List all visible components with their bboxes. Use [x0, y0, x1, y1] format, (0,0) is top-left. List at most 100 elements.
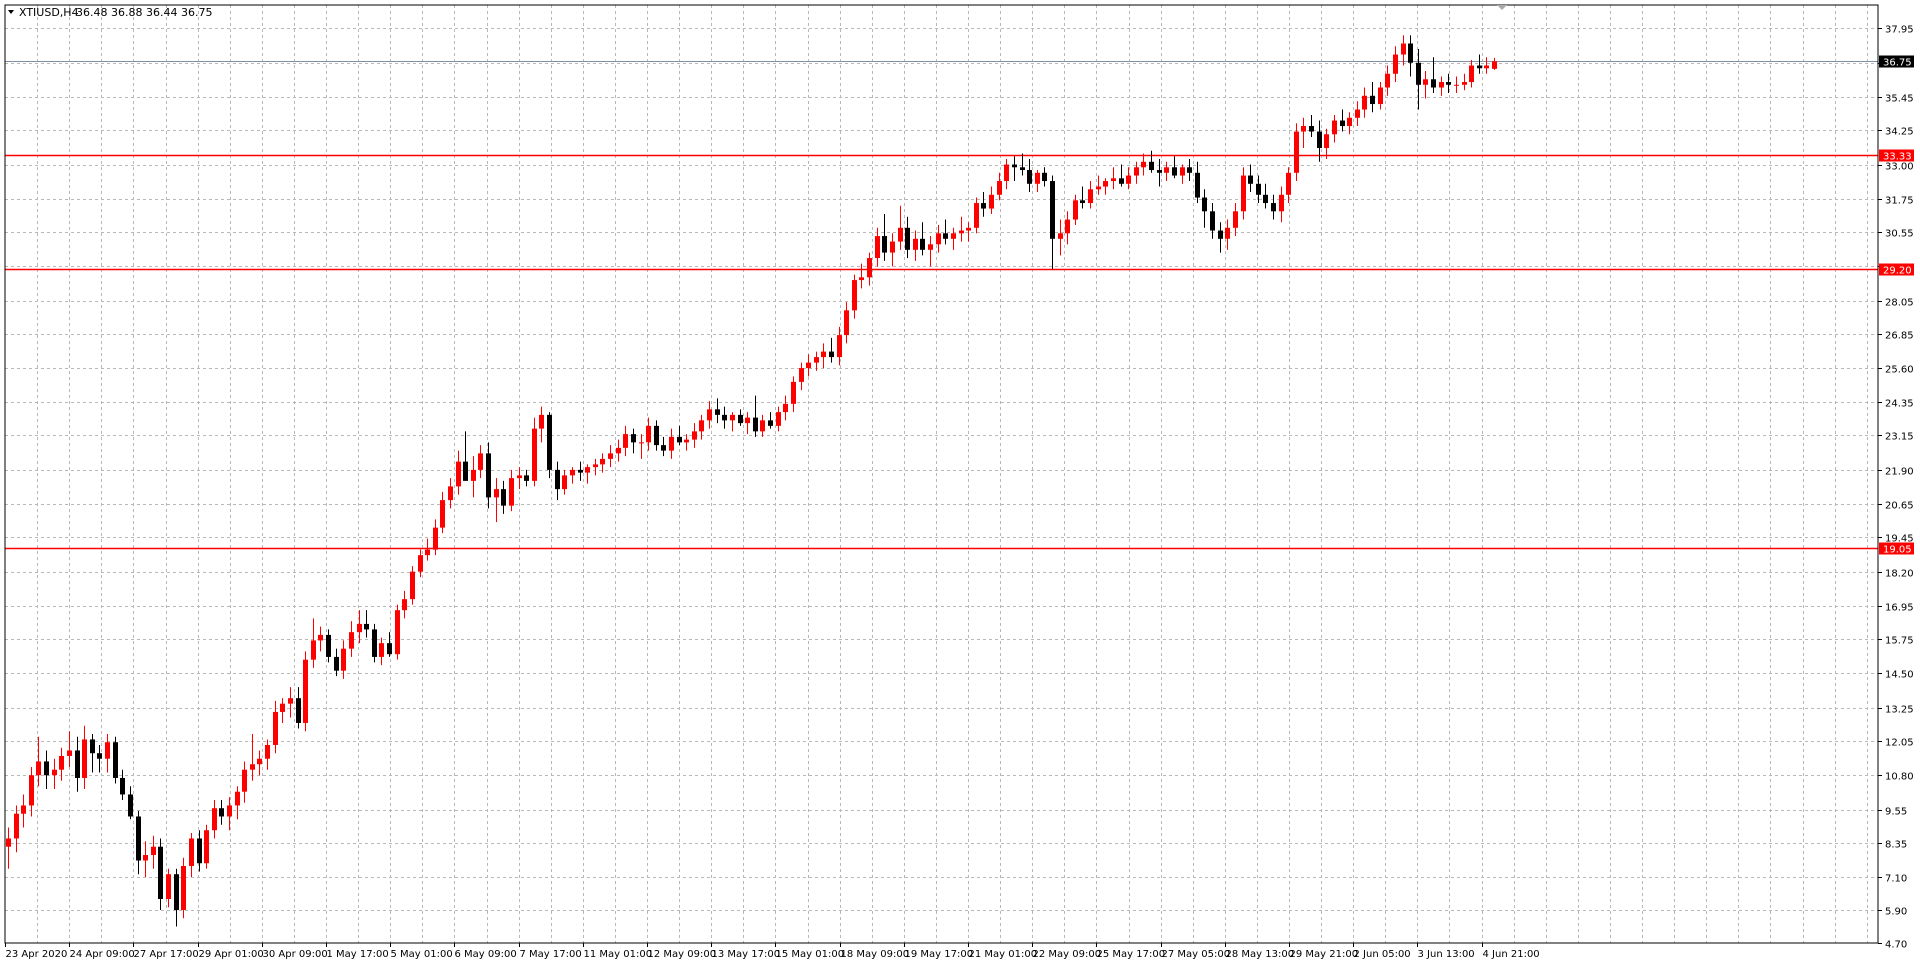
candle-body	[1195, 172, 1200, 198]
candle-body	[257, 758, 262, 765]
candle	[760, 414, 765, 437]
candle-body	[82, 739, 87, 778]
candle-body	[364, 623, 369, 630]
candle-body	[509, 478, 514, 506]
candle	[1408, 35, 1413, 77]
y-tick-label: 25.60	[1885, 365, 1914, 376]
x-tick-label: 2 Jun 05:00	[1354, 949, 1411, 960]
candle-body	[311, 640, 316, 660]
y-tick-label: 18.20	[1885, 569, 1914, 580]
candle	[1355, 101, 1360, 127]
candle-body	[273, 711, 278, 745]
candle-body	[113, 742, 118, 778]
candle-body	[1294, 131, 1299, 173]
level-price-tag	[1879, 542, 1914, 555]
candle	[59, 747, 64, 781]
candle-body	[197, 838, 202, 864]
y-tick-label: 31.75	[1885, 196, 1914, 207]
candle-body	[1378, 87, 1383, 105]
candle-body	[745, 417, 750, 424]
candle-body	[250, 764, 255, 770]
candle	[913, 230, 918, 261]
candle	[867, 252, 872, 286]
candle	[265, 739, 270, 770]
candle	[981, 192, 986, 217]
candle	[1301, 117, 1306, 149]
candle	[1378, 82, 1383, 110]
candle	[1454, 76, 1459, 94]
candle-body	[844, 310, 849, 336]
candle-body	[97, 753, 102, 759]
candle-body	[1050, 181, 1055, 239]
horizontal-levels[interactable]	[5, 61, 1878, 550]
candle-body	[372, 629, 377, 657]
candle	[1126, 167, 1131, 190]
candle-body	[280, 703, 285, 712]
candle	[1484, 57, 1489, 74]
candle-body	[6, 838, 11, 847]
candle	[1187, 159, 1192, 182]
y-tick-label: 4.70	[1885, 940, 1907, 951]
x-tick-label: 6 May 09:00	[455, 949, 517, 960]
candle	[616, 439, 621, 462]
candle-body	[75, 750, 80, 778]
x-tick-label: 1 May 17:00	[327, 949, 389, 960]
candle	[1233, 203, 1238, 237]
candle-body	[1042, 172, 1047, 182]
candle-body	[1111, 178, 1116, 182]
candle	[661, 436, 666, 457]
candle-body	[974, 203, 979, 228]
y-tick-label: 5.90	[1885, 907, 1907, 918]
x-tick-label: 12 May 09:00	[648, 949, 717, 960]
candle-body	[966, 227, 971, 231]
price-axis[interactable]: 37.9536.7035.4534.2533.0031.7530.5529.30…	[1878, 25, 1914, 951]
candle	[418, 549, 423, 578]
candle	[395, 604, 400, 660]
candle	[471, 456, 476, 498]
candle	[486, 442, 491, 509]
x-tick-label: 7 May 17:00	[520, 949, 582, 960]
candle	[1309, 115, 1314, 138]
candle	[1416, 49, 1421, 110]
candle-body	[1035, 172, 1040, 184]
candle	[1431, 57, 1436, 94]
y-tick-label: 26.85	[1885, 331, 1914, 342]
bid-price-label: 36.75	[1883, 58, 1912, 69]
candle	[478, 445, 483, 479]
candle-body	[791, 381, 796, 404]
x-tick-label: 19 May 17:00	[905, 949, 974, 960]
candle	[280, 698, 285, 723]
candle-body	[578, 469, 583, 473]
candle	[974, 197, 979, 234]
candle	[837, 326, 842, 366]
candle-body	[654, 425, 659, 446]
candle-body	[677, 436, 682, 443]
dropdown-arrow-icon[interactable]	[8, 10, 14, 14]
chart-shift-marker-icon[interactable]	[1497, 5, 1507, 10]
candle	[501, 480, 506, 514]
candle	[1477, 54, 1482, 74]
candle-body	[814, 357, 819, 363]
candle-body	[1286, 172, 1291, 195]
candle	[1157, 159, 1162, 187]
candle-body	[1462, 82, 1467, 85]
candle-body	[1020, 167, 1025, 171]
candle	[730, 412, 735, 432]
candle	[821, 343, 826, 369]
candle	[379, 637, 384, 666]
candle	[639, 434, 644, 459]
y-tick-label: 15.75	[1885, 636, 1914, 647]
candle	[1149, 150, 1154, 173]
candle	[882, 214, 887, 261]
candle-body	[494, 489, 499, 498]
chart-header: XTIUSD,H4 36.48 36.88 36.44 36.75	[8, 6, 212, 19]
candle	[341, 640, 346, 679]
candle	[715, 398, 720, 424]
candle	[204, 824, 209, 869]
y-tick-label: 21.90	[1885, 467, 1914, 478]
symbol-label: XTIUSD,H4	[19, 6, 79, 19]
candle	[75, 736, 80, 792]
